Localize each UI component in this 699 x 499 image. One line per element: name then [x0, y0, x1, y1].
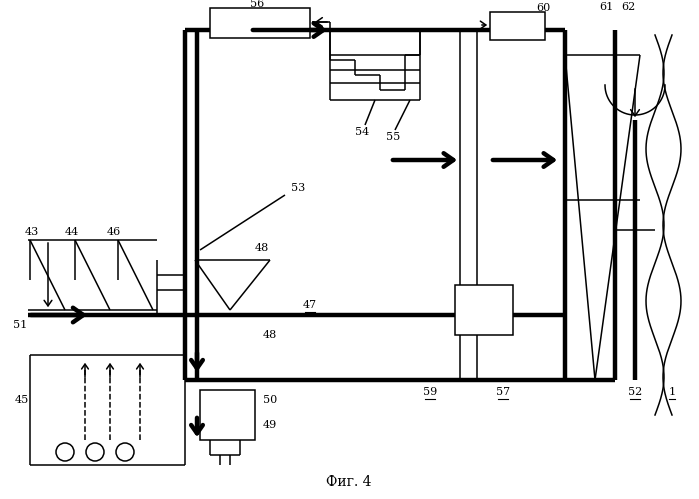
Text: 45: 45 — [15, 395, 29, 405]
Text: 52: 52 — [628, 387, 642, 397]
Text: 43: 43 — [25, 227, 39, 237]
Text: 56: 56 — [250, 0, 264, 9]
Text: 60: 60 — [536, 3, 550, 13]
Text: 46: 46 — [107, 227, 121, 237]
Text: 57: 57 — [496, 387, 510, 397]
Text: 51: 51 — [13, 320, 27, 330]
Text: 48: 48 — [263, 330, 277, 340]
Text: 54: 54 — [355, 127, 369, 137]
Bar — [210, 8, 310, 38]
Bar — [200, 390, 255, 440]
Text: 59: 59 — [423, 387, 437, 397]
Text: 47: 47 — [303, 300, 317, 310]
Text: 61: 61 — [599, 2, 613, 12]
Bar — [455, 285, 513, 335]
Text: 49: 49 — [263, 420, 277, 430]
Text: 1: 1 — [668, 387, 675, 397]
Text: 48: 48 — [255, 243, 269, 253]
Text: Фиг. 4: Фиг. 4 — [326, 475, 372, 489]
Text: 50: 50 — [263, 395, 277, 405]
Bar — [490, 12, 545, 40]
Text: 44: 44 — [65, 227, 79, 237]
Text: 55: 55 — [386, 132, 400, 142]
Text: 62: 62 — [621, 2, 635, 12]
Text: 53: 53 — [291, 183, 305, 193]
